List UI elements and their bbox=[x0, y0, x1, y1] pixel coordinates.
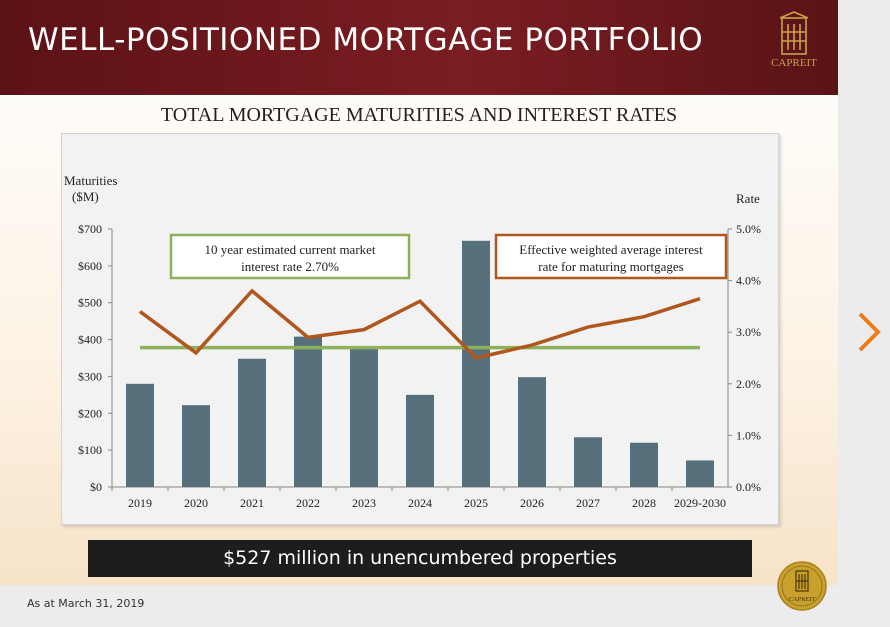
bar bbox=[462, 240, 490, 487]
effective-rate-callout-line2: rate for maturing mortgages bbox=[538, 259, 683, 274]
chevron-right-icon[interactable] bbox=[852, 310, 886, 354]
bar bbox=[126, 383, 154, 487]
slide: WELL-POSITIONED MORTGAGE PORTFOLIO CAPRE… bbox=[0, 0, 838, 585]
y-tick-label-right: 0.0% bbox=[736, 480, 761, 494]
bar bbox=[238, 358, 266, 487]
market-rate-callout bbox=[169, 233, 411, 280]
market-rate-callout-line1: 10 year estimated current market bbox=[204, 242, 375, 257]
page-title: WELL-POSITIONED MORTGAGE PORTFOLIO bbox=[28, 22, 704, 58]
market-rate-callout-line2: interest rate 2.70% bbox=[241, 259, 339, 274]
effective-rate-callout bbox=[494, 233, 728, 280]
y-tick-label-right: 1.0% bbox=[736, 428, 761, 442]
logo-text: CAPREIT bbox=[771, 57, 817, 69]
y-tick-label-right: 2.0% bbox=[736, 377, 761, 391]
header-bar: WELL-POSITIONED MORTGAGE PORTFOLIO CAPRE… bbox=[0, 0, 838, 95]
y-axis-label-left: Maturities bbox=[64, 173, 117, 188]
unencumbered-banner: $527 million in unencumbered properties bbox=[88, 540, 752, 577]
y-axis-unit-left: ($M) bbox=[72, 189, 99, 204]
y-tick-label-right: 3.0% bbox=[736, 325, 761, 339]
y-tick-label-right: 5.0% bbox=[736, 222, 761, 236]
y-tick-label-left: $200 bbox=[78, 406, 102, 420]
capreit-seal-icon: CAPREIT bbox=[777, 561, 827, 611]
y-tick-label-left: $400 bbox=[78, 333, 102, 347]
seal-text: CAPREIT bbox=[788, 596, 815, 603]
x-tick-label: 2019 bbox=[128, 496, 152, 510]
mortgage-chart: Maturities($M) Rate $0 $100 $200 $300 $400 $500… bbox=[64, 173, 761, 510]
x-tick-label: 2025 bbox=[464, 496, 488, 510]
bar bbox=[518, 377, 546, 487]
y-tick-label-left: $100 bbox=[78, 443, 102, 457]
bar bbox=[294, 336, 322, 487]
y-tick-label-left: $700 bbox=[78, 222, 102, 236]
bar bbox=[574, 437, 602, 487]
x-tick-label: 2029-2030 bbox=[674, 496, 726, 510]
x-tick-label: 2026 bbox=[520, 496, 544, 510]
x-tick-label: 2020 bbox=[184, 496, 208, 510]
bar bbox=[686, 460, 714, 487]
y-axis-label-right: Rate bbox=[736, 191, 760, 206]
y-tick-label-left: $300 bbox=[78, 369, 102, 383]
y-tick-label-right: 4.0% bbox=[736, 274, 761, 288]
effective-rate-line bbox=[138, 288, 701, 360]
chart-panel: Maturities ($M) Rate $0 $100 $200 $300 $400 $500… bbox=[61, 133, 779, 525]
bar bbox=[350, 347, 378, 487]
x-tick-label: 2027 bbox=[576, 496, 600, 510]
bar bbox=[182, 405, 210, 487]
y-tick-label-left: $600 bbox=[78, 259, 102, 273]
x-tick-label: 2023 bbox=[352, 496, 376, 510]
footer-bar bbox=[0, 585, 838, 627]
y-tick-label-left: $500 bbox=[78, 296, 102, 310]
x-tick-label: 2021 bbox=[240, 496, 264, 510]
effective-rate-callout-line1: Effective weighted average interest bbox=[519, 242, 703, 257]
x-tick-label: 2028 bbox=[632, 496, 656, 510]
bar bbox=[406, 394, 434, 487]
building-icon bbox=[779, 11, 809, 55]
chart-title: TOTAL MORTGAGE MATURITIES AND INTEREST R… bbox=[160, 104, 678, 126]
x-tick-label: 2022 bbox=[296, 496, 320, 510]
x-tick-label: 2024 bbox=[408, 496, 432, 510]
bar bbox=[630, 442, 658, 487]
as-at-date: As at March 31, 2019 bbox=[27, 597, 145, 610]
y-tick-label-left: $0 bbox=[90, 480, 102, 494]
